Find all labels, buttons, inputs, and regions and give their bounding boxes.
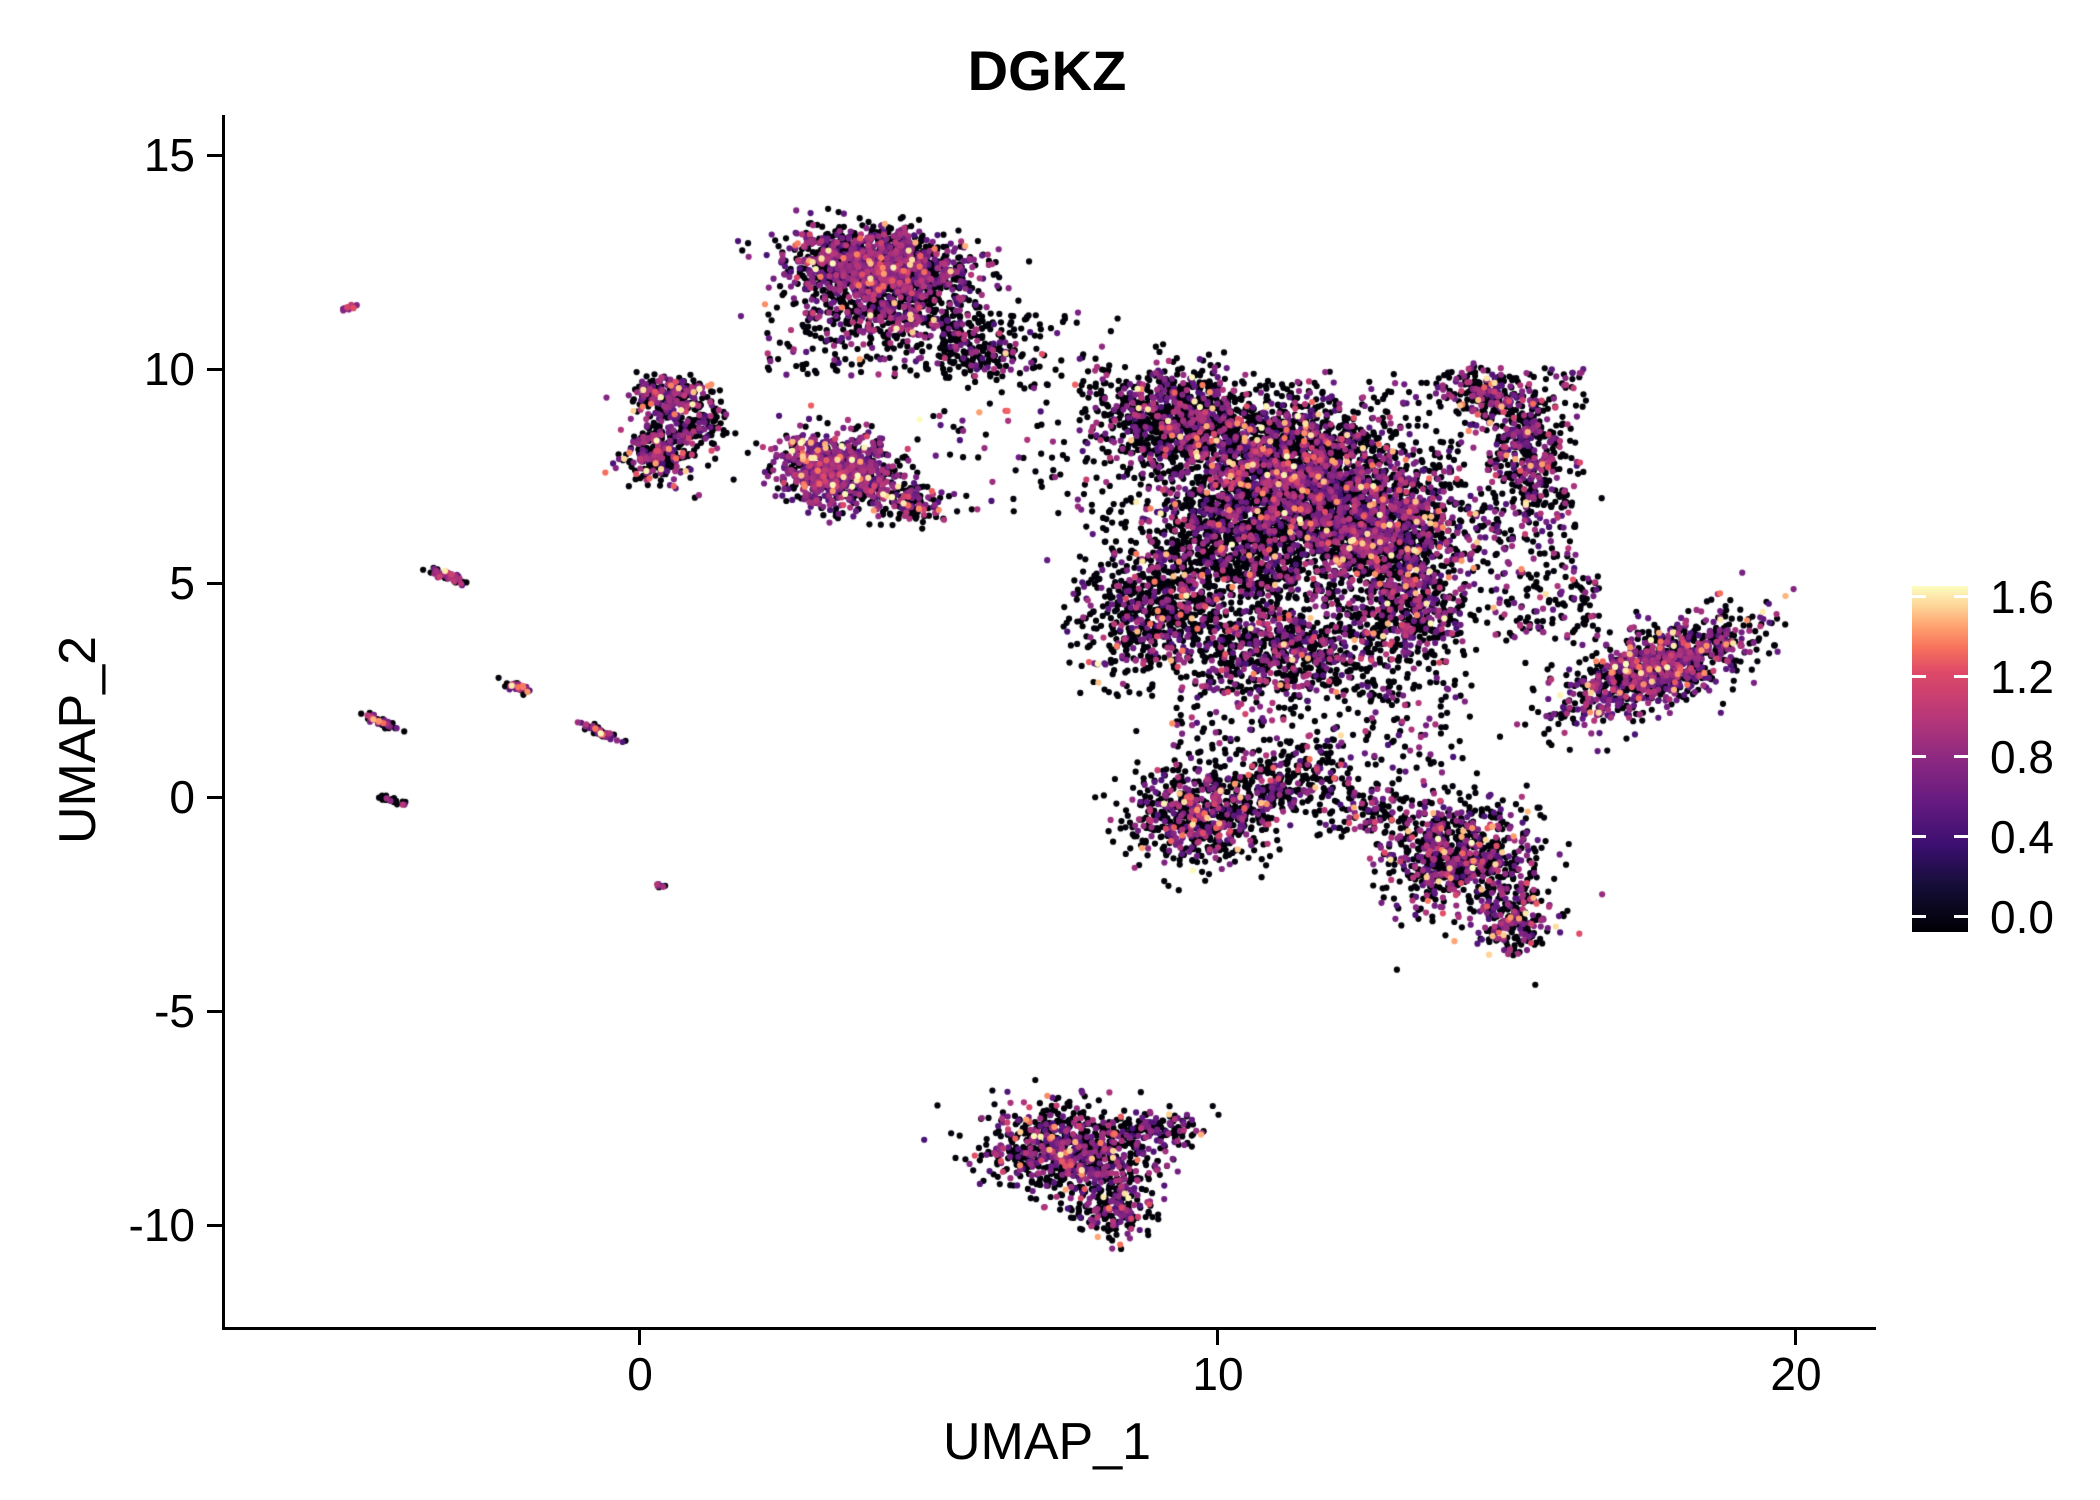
colorbar-tick — [1954, 675, 1968, 678]
y-axis-tick — [207, 1010, 222, 1013]
colorbar-tick — [1954, 835, 1968, 838]
x-axis-tick — [1216, 1330, 1219, 1345]
colorbar-tick — [1954, 755, 1968, 758]
x-tick-label: 20 — [1770, 1348, 1822, 1400]
colorbar-label: 0.8 — [1990, 731, 2054, 783]
colorbar-tick — [1912, 915, 1926, 918]
colorbar-tick — [1912, 675, 1926, 678]
y-tick-label: -5 — [154, 985, 195, 1037]
x-tick-label: 10 — [1192, 1348, 1244, 1400]
colorbar-gradient — [1912, 586, 1968, 932]
y-tick-label: -10 — [128, 1199, 195, 1251]
colorbar-tick — [1954, 915, 1968, 918]
y-tick-label: 10 — [143, 343, 195, 395]
colorbar-label: 0.0 — [1990, 891, 2054, 943]
colorbar-label: 0.4 — [1990, 811, 2054, 863]
colorbar-tick — [1912, 755, 1926, 758]
plot-title: DGKZ — [967, 39, 1127, 102]
y-axis-title: UMAP_2 — [49, 635, 107, 845]
y-axis-tick — [207, 582, 222, 585]
colorbar-tick — [1912, 595, 1926, 598]
y-axis-tick — [207, 154, 222, 157]
colorbar-tick — [1912, 835, 1926, 838]
x-tick-label: 0 — [627, 1348, 653, 1400]
y-axis-tick — [207, 796, 222, 799]
y-axis-tick — [207, 1224, 222, 1227]
y-tick-label: 15 — [143, 129, 195, 181]
y-axis-line — [222, 115, 225, 1330]
colorbar-label: 1.2 — [1990, 651, 2054, 703]
y-tick-label: 0 — [169, 771, 195, 823]
x-axis-tick — [638, 1330, 641, 1345]
y-axis-tick — [207, 368, 222, 371]
colorbar-tick — [1954, 595, 1968, 598]
x-axis-title: UMAP_1 — [942, 1413, 1152, 1471]
x-axis-tick — [1794, 1330, 1797, 1345]
colorbar-label: 1.6 — [1990, 571, 2054, 623]
x-axis-line — [222, 1327, 1876, 1330]
y-tick-label: 5 — [169, 557, 195, 609]
